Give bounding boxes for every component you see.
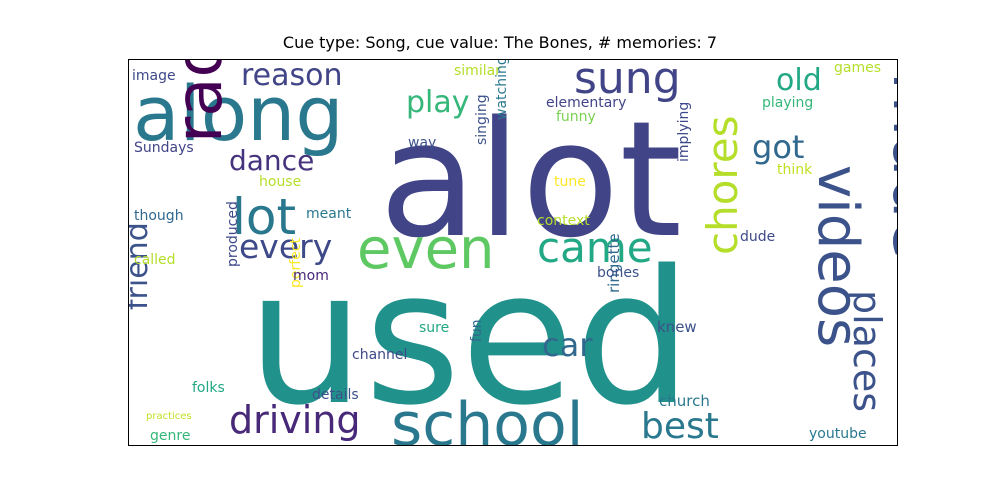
word-dance: dance: [229, 144, 314, 177]
word-genre: genre: [150, 428, 190, 444]
word-school: school: [391, 390, 583, 445]
word-produced: produced: [225, 201, 241, 267]
word-implying: implying: [676, 102, 692, 162]
word-details: details: [312, 387, 359, 403]
word-even: even: [357, 217, 495, 282]
word-games: games: [834, 60, 881, 76]
word-ringette: ringette: [605, 233, 623, 293]
word-sure: sure: [419, 320, 449, 336]
word-singing: singing: [474, 94, 490, 145]
word-image: image: [132, 68, 176, 84]
word-mom: mom: [293, 268, 329, 284]
word-church: church: [659, 392, 710, 410]
word-folks: folks: [192, 380, 225, 396]
word-house: house: [259, 174, 301, 190]
word-youtube: youtube: [809, 426, 867, 442]
word-came: came: [537, 223, 653, 272]
word-friend: friend: [129, 222, 155, 310]
word-playing: playing: [762, 95, 813, 111]
word-similar: similar: [454, 63, 501, 79]
word-knew: knew: [657, 318, 697, 336]
word-old: old: [776, 63, 822, 98]
word-got: got: [752, 128, 804, 166]
word-radio: radio: [163, 60, 237, 143]
word-sundays: Sundays: [134, 140, 194, 156]
word-car: car: [542, 326, 593, 364]
word-best: best: [641, 406, 719, 445]
word-every: every: [239, 227, 332, 266]
word-videos: videos: [805, 165, 870, 347]
word-tune: tune: [554, 174, 586, 190]
word-lot: lot: [232, 188, 296, 246]
word-channel: channel: [352, 347, 407, 363]
word-called: called: [134, 252, 176, 268]
word-funny: funny: [556, 109, 596, 125]
word-meant: meant: [306, 206, 352, 222]
word-sung: sung: [574, 60, 681, 104]
chart-title: Cue type: Song, cue value: The Bones, # …: [282, 33, 718, 52]
word-bones: bones: [597, 265, 639, 281]
word-chores: chores: [698, 116, 747, 255]
word-driving: driving: [229, 398, 361, 442]
word-play: play: [406, 85, 470, 120]
word-watching: watching: [494, 60, 510, 120]
word-perfect: perfect: [288, 238, 304, 288]
word-way: way: [408, 135, 436, 151]
word-alot: alot: [379, 86, 682, 273]
word-dude: dude: [740, 229, 775, 245]
word-though: though: [134, 208, 184, 224]
word-cloud-panel: used alot along made radio school videos even lo…: [128, 59, 898, 446]
word-reason: reason: [241, 60, 343, 93]
word-elementary: elementary: [546, 95, 626, 111]
word-context: context: [537, 213, 590, 229]
word-places: places: [845, 290, 889, 412]
word-along: along: [133, 69, 344, 158]
word-practices: practices: [146, 411, 192, 422]
word-used: used: [247, 230, 692, 445]
word-made: made: [878, 72, 897, 259]
word-think: think: [777, 162, 813, 178]
word-fun: fun: [469, 319, 485, 342]
